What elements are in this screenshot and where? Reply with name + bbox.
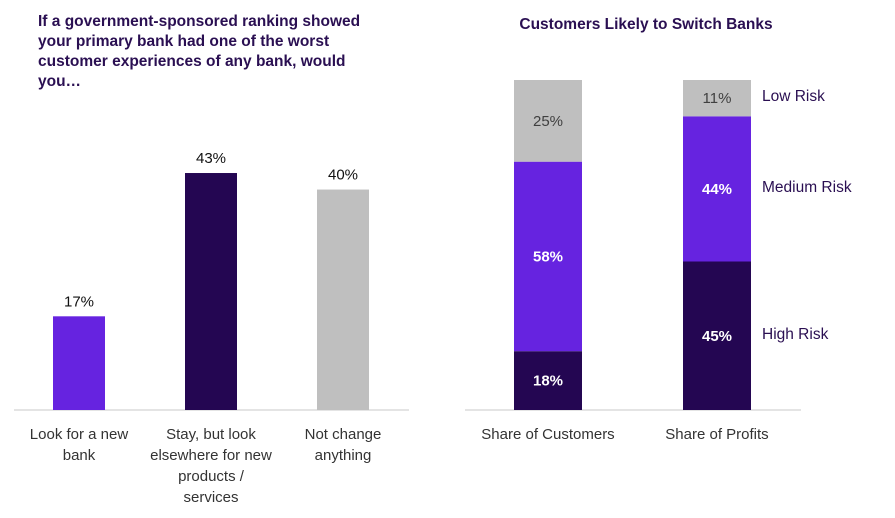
stack-category-label-1: Share of Customers [481,426,615,443]
bar-value-label-2: 43% [196,150,226,167]
bar-value-label-1: 17% [64,293,94,310]
right-chart-title: Customers Likely to Switch Banks [519,16,773,33]
stack-segment-low-risk-1 [514,80,582,162]
category-label-1: Look for a new bank [4,424,154,466]
bar-2 [185,173,237,410]
category-label-line: bank [62,447,96,464]
category-label-line: Look for a new [29,426,129,443]
category-label-line: Stay, but look [166,426,256,443]
segment-value-label-high-risk-2: 45% [702,328,732,345]
stack-segment-high-risk-2 [683,261,751,410]
bar-value-label-3: 40% [328,167,358,184]
segment-value-label-low-risk-2: 11% [703,90,732,107]
bar-1 [53,316,105,410]
category-label-2: Stay, but look elsewhere for new products … [136,424,286,508]
category-label-line: elsewhere for new [150,447,272,464]
left-chart-title: If a government-sponsored ranking showed… [38,13,361,90]
category-label-line: products / [178,468,244,485]
category-label-3: Not change anything [268,424,418,466]
stack-segment-medium-risk-2 [683,116,751,262]
stack-category-label-2: Share of Profits [665,426,769,443]
category-label-line: Not change [304,426,382,443]
segment-value-label-medium-risk-2: 44% [702,181,732,198]
category-label-line: anything [314,447,372,464]
stack-segment-low-risk-2 [683,80,751,117]
segment-value-label-low-risk-1: 25% [533,113,563,130]
stack-segment-high-risk-1 [514,351,582,410]
legend-low-risk: Low Risk [762,88,825,106]
segment-value-label-medium-risk-1: 58% [533,248,563,265]
legend-high-risk: High Risk [762,325,829,343]
stack-segment-medium-risk-1 [514,161,582,352]
segment-value-label-high-risk-1: 18% [533,373,563,390]
bar-3 [317,189,369,410]
legend-medium-risk: Medium Risk [762,178,852,196]
category-label-line: services [183,489,239,506]
